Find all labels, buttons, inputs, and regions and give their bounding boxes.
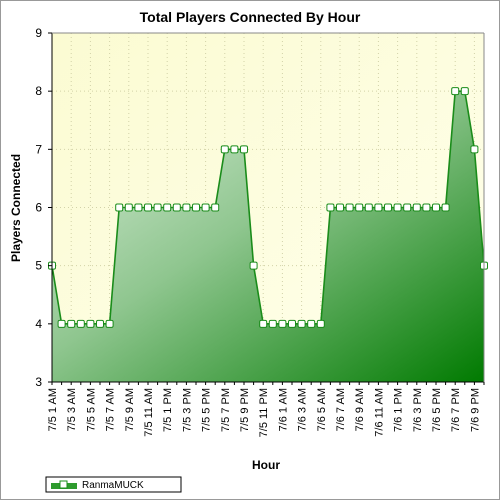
x-tick-label: 7/5 9 PM	[239, 388, 251, 432]
area-fill	[52, 91, 484, 383]
legend-marker-icon	[59, 480, 68, 489]
x-tick-label: 7/6 9 AM	[354, 388, 366, 431]
y-tick-label: 3	[35, 375, 42, 389]
data-point	[240, 145, 248, 154]
y-axis-ticks: 3 4 5 6 7 8 9	[35, 26, 52, 389]
data-point	[393, 203, 402, 212]
data-point	[470, 145, 479, 154]
data-point	[412, 203, 421, 212]
series-line	[51, 90, 485, 325]
data-point	[230, 145, 239, 154]
data-point	[432, 203, 440, 212]
x-tick-label: 7/5 7 AM	[105, 388, 117, 431]
y-tick-label: 9	[35, 26, 42, 40]
y-tick-label: 7	[35, 142, 42, 156]
x-tick-label: 7/6 7 PM	[450, 388, 462, 432]
data-point	[153, 203, 162, 212]
data-point	[163, 203, 172, 212]
x-axis-ticks: 7/5 1 AM 7/5 3 AM 7/5 5 AM 7/5 7 AM 7/5 9 AM…	[47, 382, 485, 437]
data-point	[441, 203, 450, 212]
data-point	[326, 203, 335, 212]
data-point	[384, 203, 392, 212]
x-axis-label: Hour	[252, 458, 280, 472]
x-tick-label: 7/6 11 AM	[373, 388, 385, 437]
y-tick-label: 6	[35, 201, 42, 215]
x-tick-label: 7/6 1 AM	[277, 388, 289, 431]
data-point	[211, 203, 220, 212]
data-point	[297, 319, 306, 328]
x-tick-label: 7/5 5 PM	[201, 388, 213, 432]
data-point	[451, 87, 460, 96]
data-point	[201, 203, 210, 212]
data-point	[134, 203, 143, 212]
data-point	[278, 319, 287, 328]
x-tick-label: 7/6 5 AM	[316, 388, 328, 431]
data-point	[57, 319, 66, 328]
x-tick-label: 7/6 3 AM	[297, 388, 309, 431]
data-point	[67, 319, 76, 328]
chart-title: Total Players Connected By Hour	[140, 9, 361, 25]
data-point	[288, 319, 296, 328]
x-tick-label: 7/5 11 PM	[258, 388, 270, 437]
data-point	[268, 319, 277, 328]
data-markers	[48, 87, 488, 328]
x-tick-label: 7/5 5 AM	[85, 388, 97, 431]
y-tick-label: 8	[35, 84, 42, 98]
data-point	[249, 261, 258, 270]
data-point	[307, 319, 316, 328]
data-point	[364, 203, 373, 212]
x-tick-label: 7/5 1 PM	[162, 388, 174, 432]
x-tick-label: 7/5 3 AM	[66, 388, 78, 431]
legend-box	[45, 476, 182, 493]
x-tick-label: 7/6 3 PM	[412, 388, 424, 432]
data-point	[144, 203, 152, 212]
x-tick-label: 7/5 11 AM	[143, 388, 155, 437]
x-tick-label: 7/5 3 PM	[181, 388, 193, 432]
data-point	[76, 319, 85, 328]
data-point	[115, 203, 124, 212]
data-point	[105, 319, 114, 328]
data-point	[259, 319, 268, 328]
data-point	[220, 145, 229, 154]
data-point	[355, 203, 364, 212]
y-tick-label: 5	[35, 259, 42, 273]
x-tick-label: 7/6 5 PM	[431, 388, 443, 432]
x-tick-label: 7/5 7 PM	[220, 388, 232, 432]
data-point	[192, 203, 200, 212]
data-point	[182, 203, 191, 212]
x-tick-label: 7/5 9 AM	[124, 388, 136, 431]
y-axis-label: Players Connected	[9, 154, 23, 262]
legend: RanmaMUCK	[45, 476, 182, 493]
data-point	[336, 203, 344, 212]
data-point	[86, 319, 95, 328]
data-point	[96, 319, 104, 328]
x-tick-label: 7/6 9 PM	[469, 388, 481, 432]
x-tick-label: 7/6 1 PM	[393, 388, 405, 432]
x-tick-label: 7/6 7 AM	[335, 388, 347, 431]
data-point	[460, 87, 469, 96]
data-point	[316, 319, 325, 328]
legend-label: RanmaMUCK	[82, 480, 144, 491]
data-point	[124, 203, 133, 212]
data-point	[422, 203, 431, 212]
data-point	[345, 203, 354, 212]
y-tick-label: 4	[35, 317, 42, 331]
data-point	[374, 203, 383, 212]
data-point	[172, 203, 181, 212]
data-point	[403, 203, 412, 212]
x-tick-label: 7/5 1 AM	[47, 388, 59, 431]
